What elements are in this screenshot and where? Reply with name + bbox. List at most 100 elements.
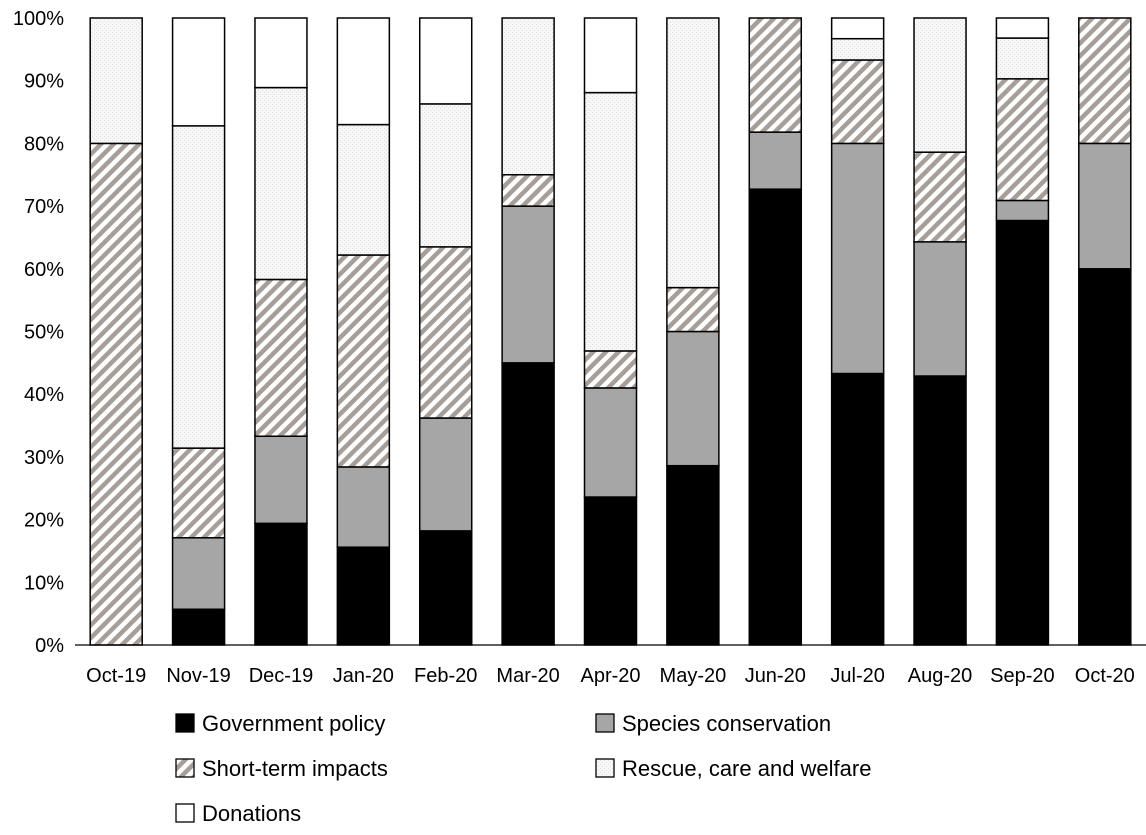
y-tick-label-2: 20%: [24, 510, 64, 532]
bar-species-conservation-dec-19: [254, 435, 308, 525]
bar-rescue-care-and-welfare-may-20: [666, 17, 720, 289]
bar-government-policy-jan-20: [336, 546, 391, 646]
bar-short-term-impacts-nov-19: [171, 447, 226, 539]
bar-short-term-impacts-jan-20: [336, 254, 391, 468]
y-tick-label-5: 50%: [24, 322, 64, 344]
bar-species-conservation-jun-20: [748, 131, 803, 190]
bar-donations-dec-19: [254, 17, 308, 89]
x-axis: Oct-19 Nov-19 Dec-19 Jan-20 Feb-20 Mar-20 Apr-…: [75, 644, 1146, 687]
bar-rescue-care-and-welfare-jul-20: [830, 37, 885, 61]
bar-government-policy-feb-20: [418, 530, 473, 646]
legend-item-rescue-care-and-welfare: Rescue, care and welfare: [595, 756, 871, 781]
bar-stack-jan-20: [336, 17, 391, 646]
bar-rescue-care-and-welfare-jan-20: [336, 123, 391, 256]
bar-government-policy-dec-19: [254, 522, 308, 646]
legend-label-short-term-impacts: Short-term impacts: [202, 756, 388, 781]
bar-stack-sep-20: [995, 17, 1050, 646]
bar-stack-may-20: [666, 17, 720, 646]
bar-short-term-impacts-oct-20: [1078, 17, 1132, 145]
legend-label-donations: Donations: [202, 801, 301, 826]
bar-species-conservation-nov-19: [171, 537, 226, 611]
bar-donations-feb-20: [418, 17, 473, 105]
y-tick-label-6: 60%: [24, 259, 64, 281]
bar-donations-jul-20: [830, 17, 885, 40]
bar-species-conservation-oct-20: [1078, 142, 1132, 270]
bar-stack-apr-20: [583, 17, 638, 646]
bar-rescue-care-and-welfare-nov-19: [171, 125, 226, 449]
bar-donations-apr-20: [583, 17, 638, 94]
legend-item-donations: Donations: [175, 801, 301, 826]
bar-species-conservation-aug-20: [913, 241, 967, 377]
bar-government-policy-sep-20: [995, 219, 1050, 646]
bar-donations-nov-19: [171, 17, 226, 127]
bar-species-conservation-apr-20: [583, 387, 638, 498]
bar-species-conservation-jul-20: [830, 142, 885, 375]
bar-rescue-care-and-welfare-sep-20: [995, 37, 1050, 80]
legend-swatch-government-policy: [175, 713, 195, 733]
bar-short-term-impacts-aug-20: [913, 151, 967, 243]
legend-swatch-species-conservation: [595, 713, 615, 733]
bar-short-term-impacts-sep-20: [995, 78, 1050, 202]
bar-short-term-impacts-feb-20: [418, 246, 473, 419]
bar-donations-jan-20: [336, 17, 391, 126]
bar-species-conservation-may-20: [666, 330, 720, 467]
legend-swatch-donations: [175, 803, 195, 823]
bar-government-policy-aug-20: [913, 375, 967, 646]
bar-stack-oct-20: [1078, 17, 1132, 646]
x-tick-label-mar-20: Mar-20: [496, 665, 559, 687]
bar-rescue-care-and-welfare-dec-19: [254, 86, 308, 281]
bar-government-policy-jul-20: [830, 372, 885, 646]
x-tick-label-dec-19: Dec-19: [249, 665, 313, 687]
y-tick-label-4: 40%: [24, 384, 64, 406]
bar-rescue-care-and-welfare-mar-20: [501, 17, 555, 176]
bar-government-policy-jun-20: [748, 188, 803, 646]
bar-government-policy-may-20: [666, 464, 720, 646]
legend-item-short-term-impacts: Short-term impacts: [175, 756, 388, 781]
bar-government-policy-nov-19: [171, 608, 226, 646]
bar-short-term-impacts-apr-20: [583, 350, 638, 389]
x-tick-label-may-20: May-20: [660, 665, 727, 687]
x-tick-label-oct-19: Oct-19: [86, 665, 146, 687]
bar-rescue-care-and-welfare-oct-19: [89, 17, 143, 145]
bar-species-conservation-sep-20: [995, 199, 1050, 222]
y-tick-label-7: 70%: [24, 196, 64, 218]
x-tick-label-feb-20: Feb-20: [414, 665, 477, 687]
bar-rescue-care-and-welfare-aug-20: [913, 17, 967, 153]
bar-species-conservation-feb-20: [418, 417, 473, 532]
bar-short-term-impacts-oct-19: [89, 142, 143, 646]
legend-label-species-conservation: Species conservation: [622, 711, 831, 736]
x-tick-label-oct-20: Oct-20: [1075, 665, 1135, 687]
bar-short-term-impacts-mar-20: [501, 174, 555, 207]
y-tick-label-8: 80%: [24, 133, 64, 155]
legend-label-government-policy: Government policy: [202, 711, 385, 736]
bars-group: [89, 17, 1132, 646]
bar-short-term-impacts-jul-20: [830, 59, 885, 145]
bar-species-conservation-mar-20: [501, 205, 555, 364]
legend-item-government-policy: Government policy: [175, 711, 385, 736]
bar-government-policy-mar-20: [501, 362, 555, 646]
y-axis: 0% 10% 20% 30% 40% 50% 60% 70% 80% 90% 100%: [13, 8, 64, 657]
bar-stack-dec-19: [254, 17, 308, 646]
x-tick-label-jun-20: Jun-20: [745, 665, 806, 687]
y-tick-label-0: 0%: [35, 635, 64, 657]
bar-stack-aug-20: [913, 17, 967, 646]
bar-stack-jul-20: [830, 17, 885, 646]
bar-rescue-care-and-welfare-apr-20: [583, 91, 638, 352]
bar-short-term-impacts-jun-20: [748, 17, 803, 133]
x-tick-label-jan-20: Jan-20: [333, 665, 394, 687]
y-tick-label-1: 10%: [24, 572, 64, 594]
x-tick-label-aug-20: Aug-20: [908, 665, 973, 687]
x-tick-label-apr-20: Apr-20: [580, 665, 640, 687]
bar-short-term-impacts-may-20: [666, 286, 720, 333]
y-tick-label-3: 30%: [24, 447, 64, 469]
bar-stack-feb-20: [418, 17, 473, 646]
bar-donations-sep-20: [995, 17, 1050, 39]
x-tick-label-sep-20: Sep-20: [990, 665, 1055, 687]
bar-stack-mar-20: [501, 17, 555, 646]
bar-stack-oct-19: [89, 17, 143, 646]
bar-species-conservation-jan-20: [336, 466, 391, 548]
legend-swatch-short-term-impacts: [175, 758, 195, 778]
y-tick-label-9: 90%: [24, 71, 64, 93]
